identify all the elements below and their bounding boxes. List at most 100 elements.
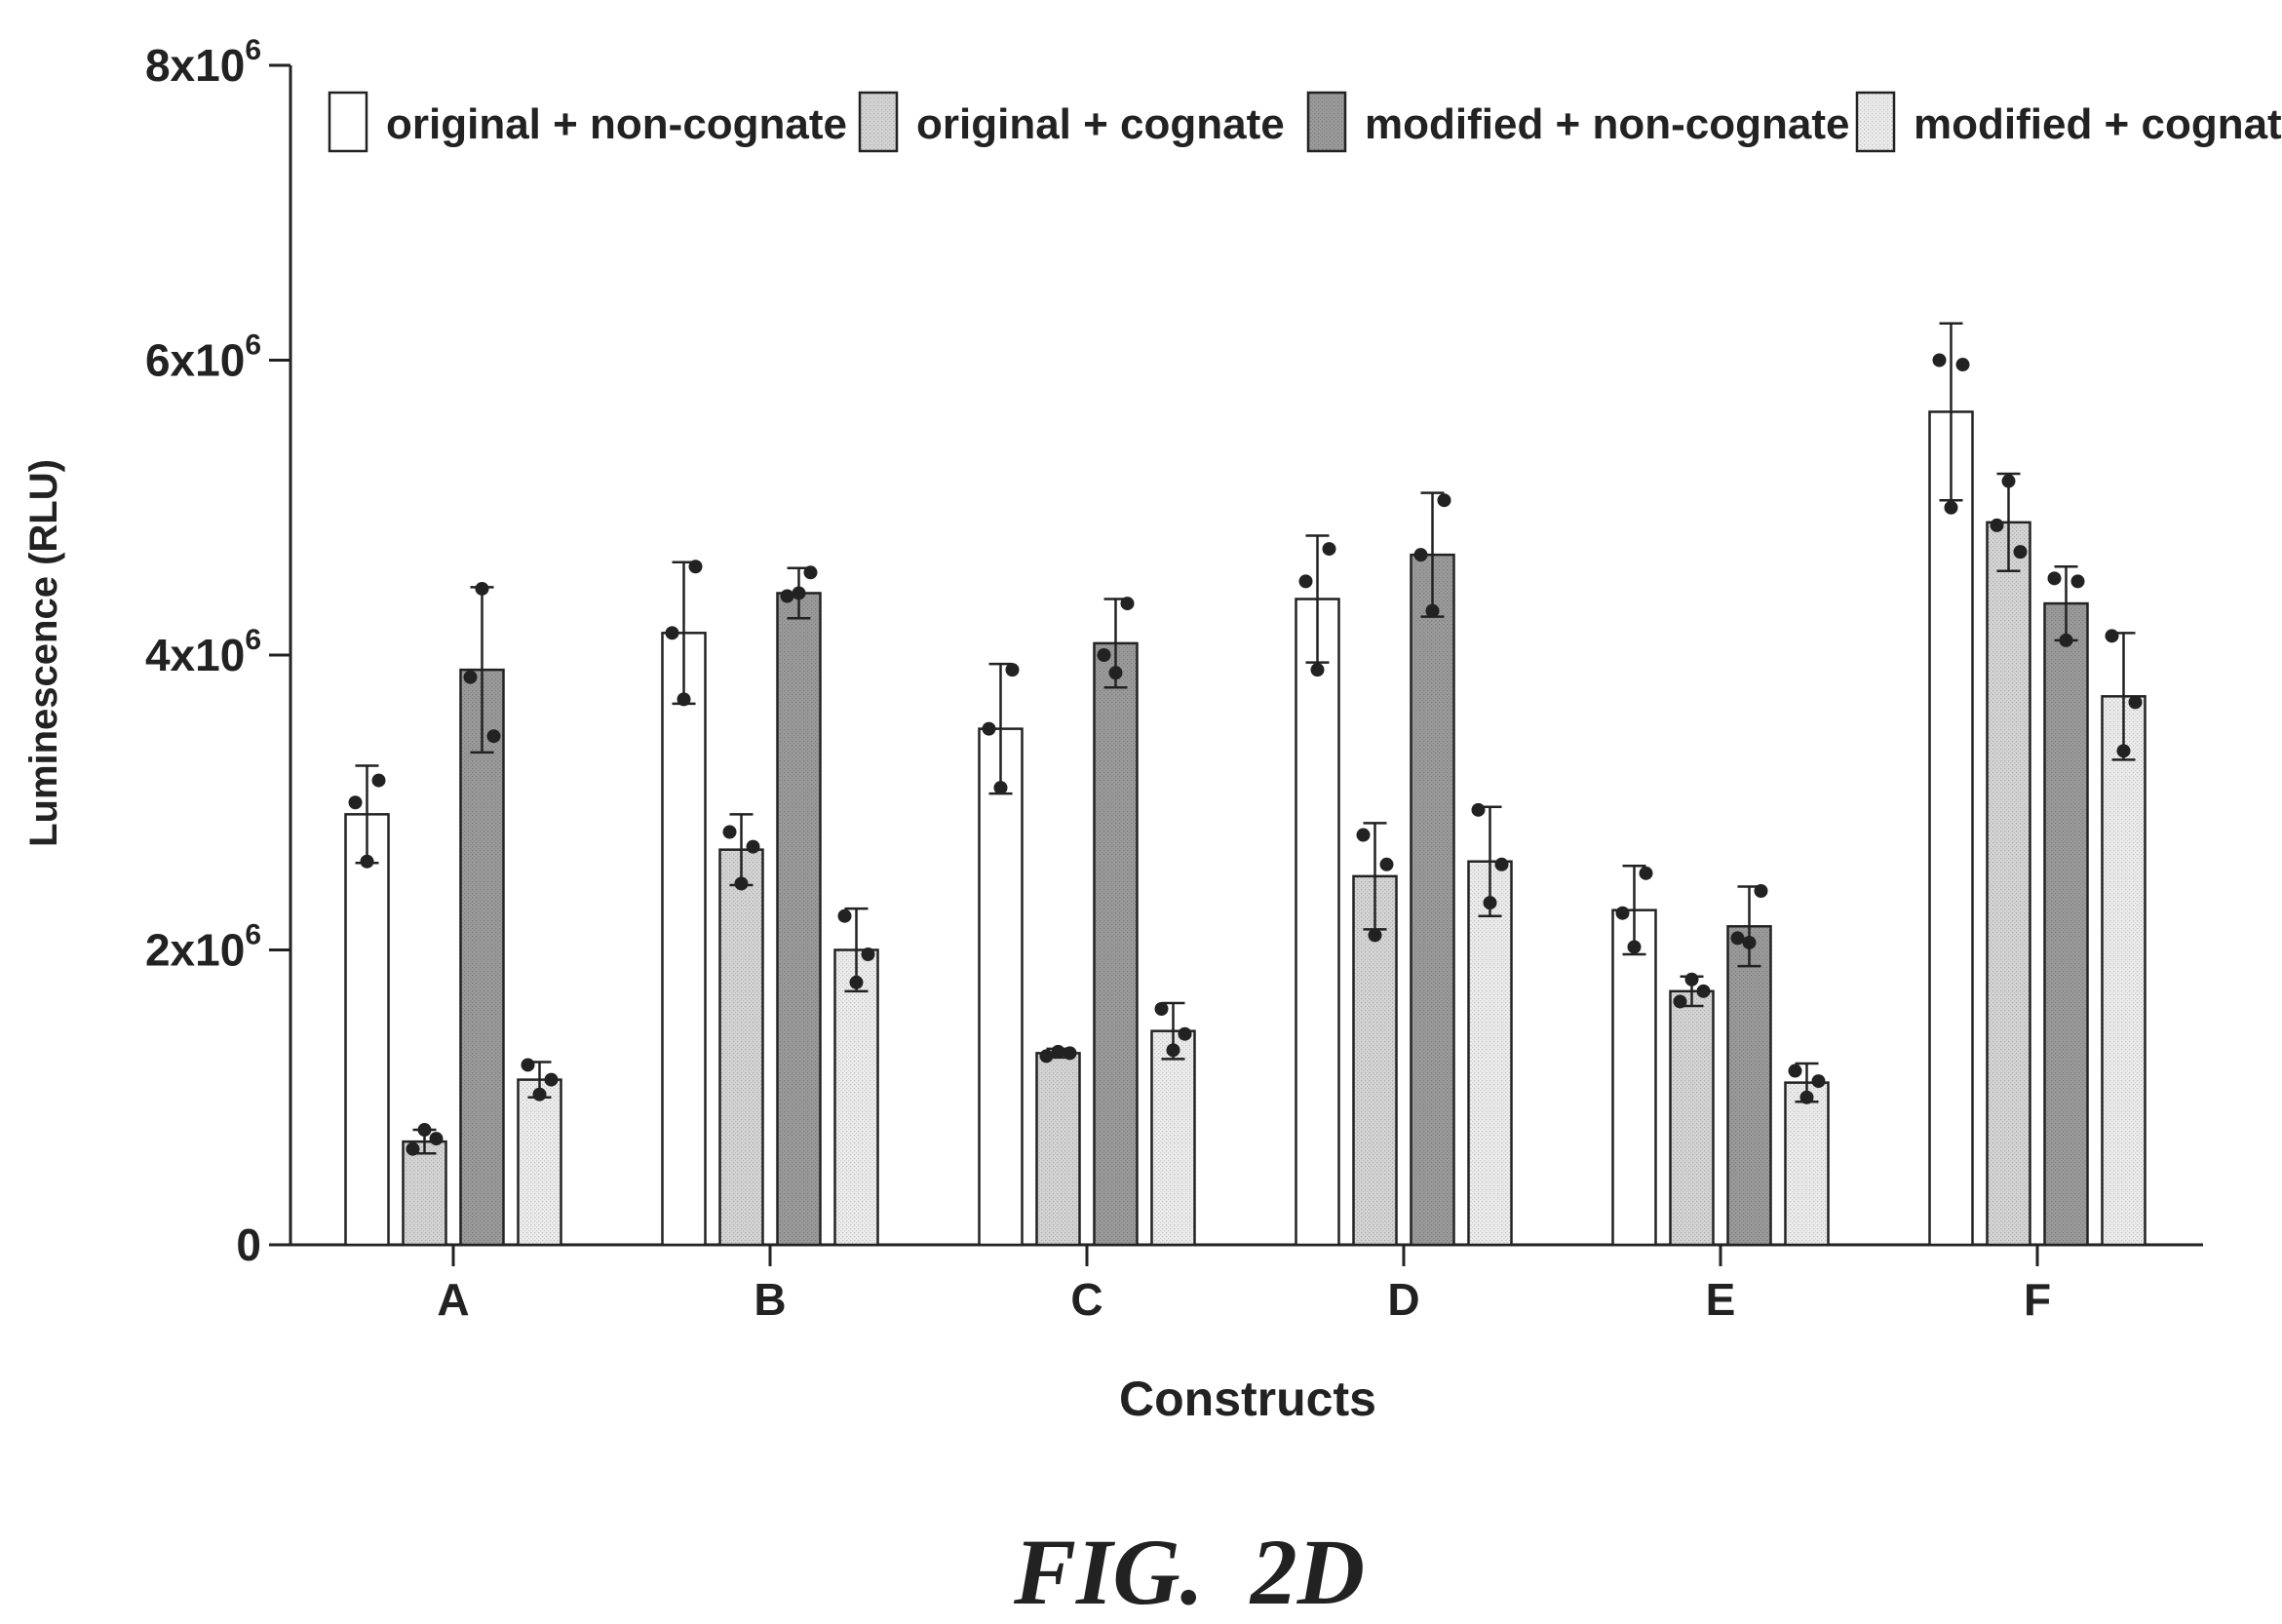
- legend-swatch-texture: [1309, 94, 1344, 150]
- data-point: [544, 1072, 559, 1087]
- data-point: [1368, 928, 1382, 943]
- data-point: [837, 909, 852, 923]
- legend-label: modified + non-cognate: [1365, 100, 1849, 148]
- data-point: [1754, 884, 1768, 898]
- data-point: [532, 1087, 547, 1102]
- data-point: [1684, 972, 1699, 986]
- data-point: [803, 565, 818, 580]
- data-point: [2047, 571, 2062, 586]
- x-tick-label: C: [1070, 1274, 1102, 1325]
- bar-texture: [1153, 1032, 1193, 1244]
- data-point: [475, 581, 489, 596]
- data-point: [1437, 493, 1451, 508]
- bar-texture: [405, 1142, 445, 1244]
- bar-texture: [1672, 992, 1712, 1244]
- bars: [344, 322, 2147, 1247]
- data-point: [1051, 1044, 1065, 1059]
- data-point: [1310, 663, 1325, 677]
- bar-texture: [1729, 927, 1769, 1244]
- data-point: [1298, 574, 1313, 589]
- legend: original + non-cognate original + cognate…: [328, 91, 2282, 153]
- data-point: [1615, 906, 1630, 920]
- data-point: [463, 670, 478, 684]
- x-tick-label: A: [437, 1274, 469, 1325]
- data-point: [2001, 474, 2016, 488]
- data-point: [1494, 857, 1509, 871]
- legend-label: modified + cognate: [1914, 100, 2282, 148]
- data-point: [1955, 358, 1970, 372]
- x-tick-label: F: [2024, 1274, 2051, 1325]
- data-point: [1322, 542, 1336, 557]
- x-axis-label: Constructs: [1119, 1372, 1376, 1426]
- data-point: [734, 876, 749, 891]
- data-point: [2059, 633, 2073, 647]
- legend-swatch-texture: [861, 94, 896, 150]
- data-point: [1696, 984, 1711, 998]
- x-tick-label: B: [754, 1274, 786, 1325]
- data-point: [1178, 1026, 1192, 1041]
- legend-swatch: [328, 91, 368, 153]
- bar-texture: [1412, 556, 1452, 1244]
- data-point: [406, 1141, 420, 1156]
- y-tick-label: 0: [236, 1219, 261, 1270]
- data-point: [1063, 1046, 1077, 1061]
- data-point: [746, 839, 760, 854]
- legend-label: original + non-cognate: [386, 100, 847, 148]
- bar-texture: [1096, 644, 1136, 1244]
- y-tick-label: 4x106: [145, 624, 261, 680]
- data-point: [1811, 1074, 1826, 1089]
- bar-texture: [836, 951, 876, 1244]
- data-point: [1413, 548, 1428, 562]
- y-tick-label: 8x106: [145, 34, 261, 91]
- bar-texture: [1470, 863, 1510, 1244]
- data-point: [2070, 574, 2085, 589]
- data-point: [371, 773, 386, 788]
- data-point: [1730, 931, 1745, 946]
- data-point: [1005, 663, 1020, 677]
- data-point: [722, 825, 737, 839]
- data-point: [1154, 1002, 1169, 1016]
- data-point: [677, 692, 691, 707]
- bar-texture: [1989, 523, 2029, 1244]
- data-point: [1166, 1043, 1180, 1058]
- data-point: [792, 586, 806, 600]
- data-point: [1108, 666, 1123, 680]
- y-axis: 0 2x106 4x106 6x106 8x106: [145, 34, 292, 1270]
- data-point: [2013, 545, 2028, 560]
- bar-texture: [520, 1081, 560, 1244]
- data-point: [1097, 648, 1111, 662]
- data-point: [1742, 935, 1757, 949]
- figure-caption: FIG. 2D: [1013, 1520, 1365, 1624]
- data-point: [1639, 866, 1653, 880]
- data-point: [1788, 1063, 1802, 1078]
- data-point: [861, 947, 875, 962]
- bar: [1295, 598, 1340, 1247]
- data-point: [1673, 994, 1687, 1009]
- data-point: [982, 721, 996, 736]
- bar-texture: [721, 851, 761, 1244]
- bar-texture: [2104, 697, 2144, 1244]
- bar-texture: [779, 594, 819, 1244]
- data-point: [429, 1132, 444, 1146]
- data-point: [486, 729, 501, 744]
- data-point: [1944, 500, 1958, 515]
- bar: [661, 632, 707, 1247]
- bar-texture: [462, 671, 502, 1244]
- bar: [978, 727, 1024, 1247]
- data-point: [1483, 896, 1497, 910]
- data-point: [348, 795, 363, 810]
- data-point: [688, 560, 703, 574]
- data-point: [360, 854, 374, 869]
- bar-texture: [1787, 1084, 1827, 1244]
- data-point: [780, 589, 794, 603]
- data-point: [1990, 518, 2004, 532]
- data-point: [1425, 603, 1440, 618]
- legend-label: original + cognate: [916, 100, 1285, 148]
- data-point: [2105, 629, 2119, 643]
- data-point: [417, 1123, 432, 1138]
- data-point: [1932, 353, 1947, 367]
- bar: [344, 813, 390, 1247]
- data-point: [1627, 940, 1642, 954]
- data-point: [1120, 597, 1135, 611]
